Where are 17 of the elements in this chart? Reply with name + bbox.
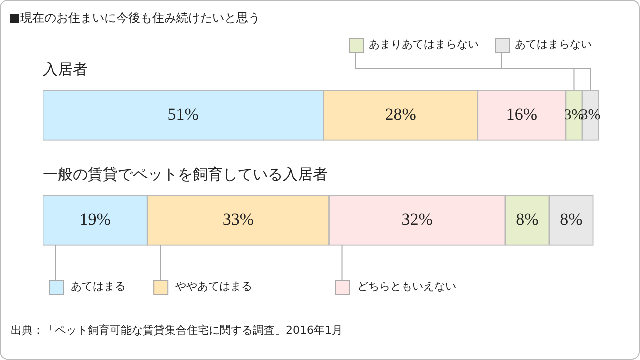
data-label: 33%: [222, 210, 254, 229]
legend-label: どちらともいえない: [357, 280, 456, 293]
chart-title: ■現在のお住まいに今後も住み続けたいと思う: [9, 11, 260, 26]
source-note: 出典：「ペット飼育可能な賃貸集合住宅に関する調査」2016年1月: [11, 324, 343, 337]
legend-label: あてはまる: [71, 280, 126, 293]
legend-label: あてはまらない: [515, 38, 592, 51]
y-tick-label: 入居者: [43, 60, 88, 78]
data-label: 16%: [506, 104, 538, 124]
data-label: 32%: [402, 210, 433, 229]
data-label: 8%: [516, 210, 539, 229]
data-label: 28%: [385, 104, 416, 124]
y-tick-label: 一般の賃貸でペットを飼育している入居者: [43, 165, 328, 184]
data-label: 8%: [560, 210, 583, 229]
data-label: 19%: [80, 210, 111, 229]
legend-label: ややあてはまる: [176, 280, 253, 293]
legend-label: あまりあてはまらない: [369, 38, 479, 51]
data-label: 51%: [168, 104, 199, 124]
